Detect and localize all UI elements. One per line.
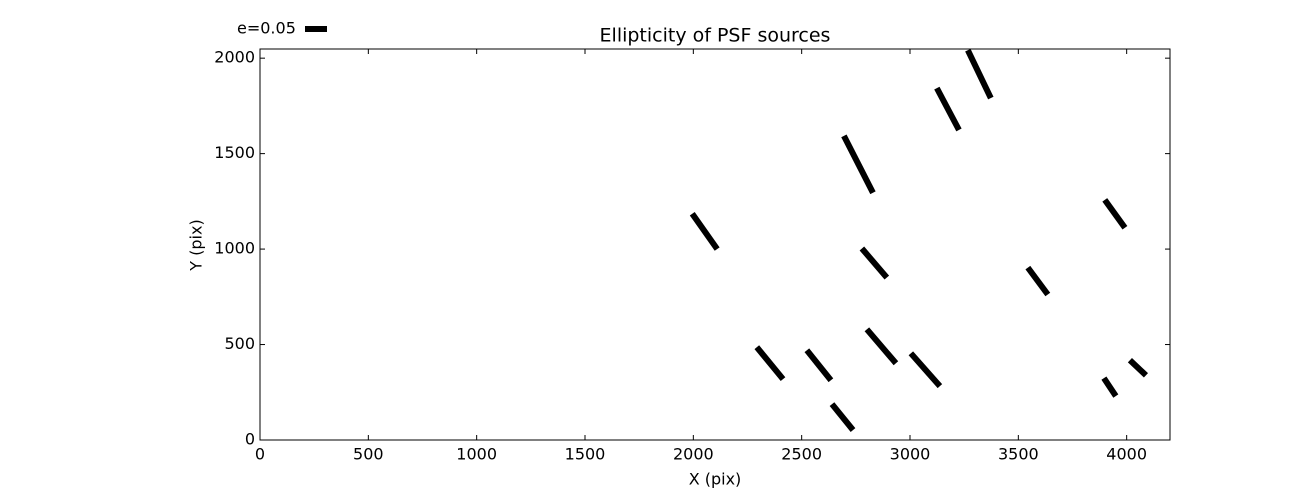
x-tick-label: 0 — [255, 445, 265, 464]
plot-frame — [259, 48, 1171, 441]
x-tick-label: 4000 — [1106, 445, 1147, 464]
x-tick-label: 500 — [353, 445, 384, 464]
x-tick-label: 2000 — [673, 445, 714, 464]
whisker — [934, 86, 962, 132]
x-tick-label: 3000 — [890, 445, 931, 464]
y-tick-label: 0 — [245, 430, 255, 449]
whisker — [1101, 376, 1119, 398]
key-label: e=0.05 — [237, 19, 296, 38]
whisker — [1102, 198, 1128, 230]
x-tick-label: 2500 — [781, 445, 822, 464]
whisker — [1127, 358, 1149, 378]
x-tick-label: 1000 — [456, 445, 497, 464]
whisker — [965, 48, 994, 100]
whisker — [689, 212, 720, 251]
whisker — [859, 246, 890, 280]
x-tick-label: 3500 — [998, 445, 1039, 464]
whisker — [804, 348, 834, 383]
whisker — [754, 345, 786, 382]
whisker — [908, 351, 943, 389]
x-tick-label: 1500 — [565, 445, 606, 464]
whisker — [1025, 265, 1051, 297]
chart-title: Ellipticity of PSF sources — [600, 25, 831, 47]
whisker — [864, 327, 899, 366]
whisker — [841, 134, 876, 195]
whisker — [829, 402, 856, 432]
y-tick-label: 2000 — [214, 48, 255, 67]
y-tick-label: 500 — [224, 334, 255, 353]
y-tick-label: 1000 — [214, 239, 255, 258]
y-tick-label: 1500 — [214, 143, 255, 162]
x-axis-label: X (pix) — [689, 470, 742, 489]
y-axis-label: Y (pix) — [187, 219, 206, 271]
